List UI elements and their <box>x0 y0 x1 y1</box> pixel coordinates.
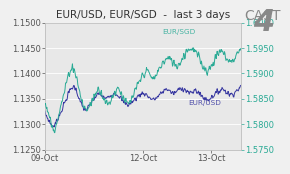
Title: EUR/USD, EUR/SGD  -  last 3 days: EUR/USD, EUR/SGD - last 3 days <box>56 10 230 21</box>
Text: EUR/SGD: EUR/SGD <box>162 29 196 35</box>
Text: CAST: CAST <box>244 9 281 23</box>
Text: EUR/USD: EUR/USD <box>188 100 221 106</box>
Text: 4: 4 <box>253 8 274 37</box>
